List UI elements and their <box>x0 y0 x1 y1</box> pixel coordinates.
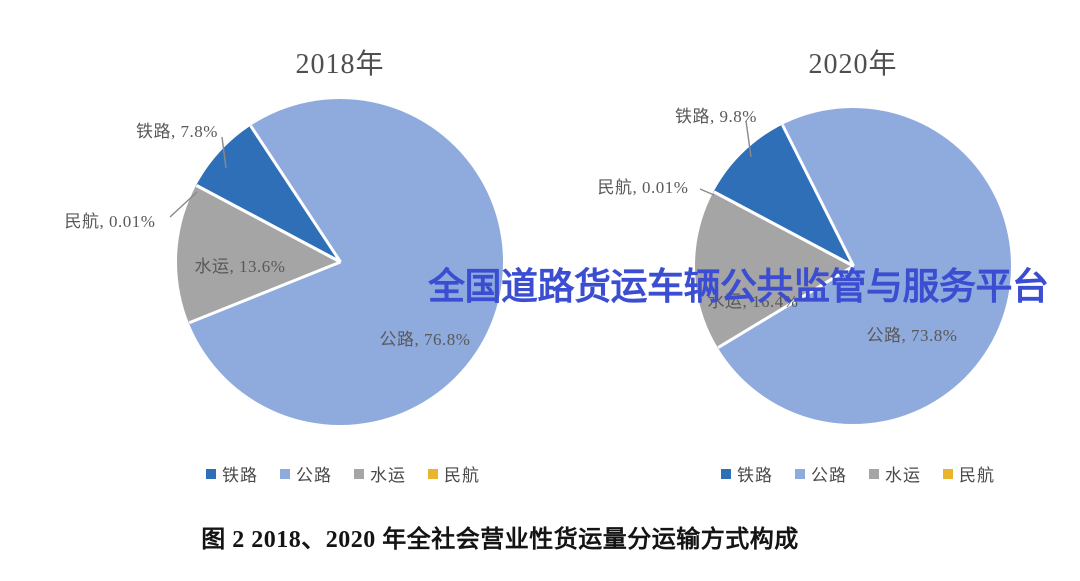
legend-item-water: 水运 <box>354 461 406 486</box>
legend-item-road: 公路 <box>280 461 332 486</box>
railway-swatch-icon <box>721 468 731 479</box>
leader-line-2020-aviation <box>699 188 715 196</box>
road-swatch-icon <box>280 468 290 479</box>
label-2020-water: 水运, 16.4% <box>707 292 799 311</box>
legend-label: 民航 <box>959 466 995 485</box>
legend-label: 水运 <box>885 466 921 485</box>
legend-label: 公路 <box>811 466 847 485</box>
label-2018-road: 公路, 76.8% <box>379 330 471 349</box>
leader-line-2018-railway <box>221 136 227 169</box>
pie-2020 <box>695 108 1011 424</box>
legend-label: 公路 <box>296 466 332 485</box>
legend-2020: 铁路 公路 水运 民航 <box>638 461 1078 486</box>
legend-item-aviation: 民航 <box>428 461 480 486</box>
legend-label: 铁路 <box>737 466 773 485</box>
aviation-swatch-icon <box>943 468 953 479</box>
leader-line-2020-railway <box>745 120 752 158</box>
leader-line-2018-aviation <box>169 191 198 218</box>
water-swatch-icon <box>354 468 364 479</box>
pie-2018 <box>177 99 503 425</box>
label-2018-railway: 铁路, 7.8% <box>136 122 218 141</box>
legend-item-aviation: 民航 <box>943 461 995 486</box>
figure-caption: 图 2 2018、2020 年全社会营业性货运量分运输方式构成 <box>201 527 799 553</box>
label-2020-road: 公路, 73.8% <box>866 326 958 345</box>
legend-label: 民航 <box>444 466 480 485</box>
legend-item-railway: 铁路 <box>206 461 258 486</box>
label-2018-water: 水运, 13.6% <box>194 257 286 276</box>
pie-2018-title: 2018年 <box>295 49 385 80</box>
water-swatch-icon <box>869 468 879 479</box>
legend-item-water: 水运 <box>869 461 921 486</box>
watermark-text: 全国道路货运车辆公共监管与服务平台 <box>428 266 1049 307</box>
legend-item-road: 公路 <box>795 461 847 486</box>
legend-label: 水运 <box>370 466 406 485</box>
road-swatch-icon <box>795 468 805 479</box>
label-2020-railway: 铁路, 9.8% <box>675 107 757 126</box>
legend-label: 铁路 <box>222 466 258 485</box>
aviation-swatch-icon <box>428 468 438 479</box>
label-2020-aviation: 民航, 0.01% <box>597 178 689 197</box>
legend-item-railway: 铁路 <box>721 461 773 486</box>
pie-2020-title: 2020年 <box>808 49 898 80</box>
label-2018-aviation: 民航, 0.01% <box>64 212 156 231</box>
legend-2018: 铁路 公路 水运 民航 <box>123 461 563 486</box>
railway-swatch-icon <box>206 468 216 479</box>
